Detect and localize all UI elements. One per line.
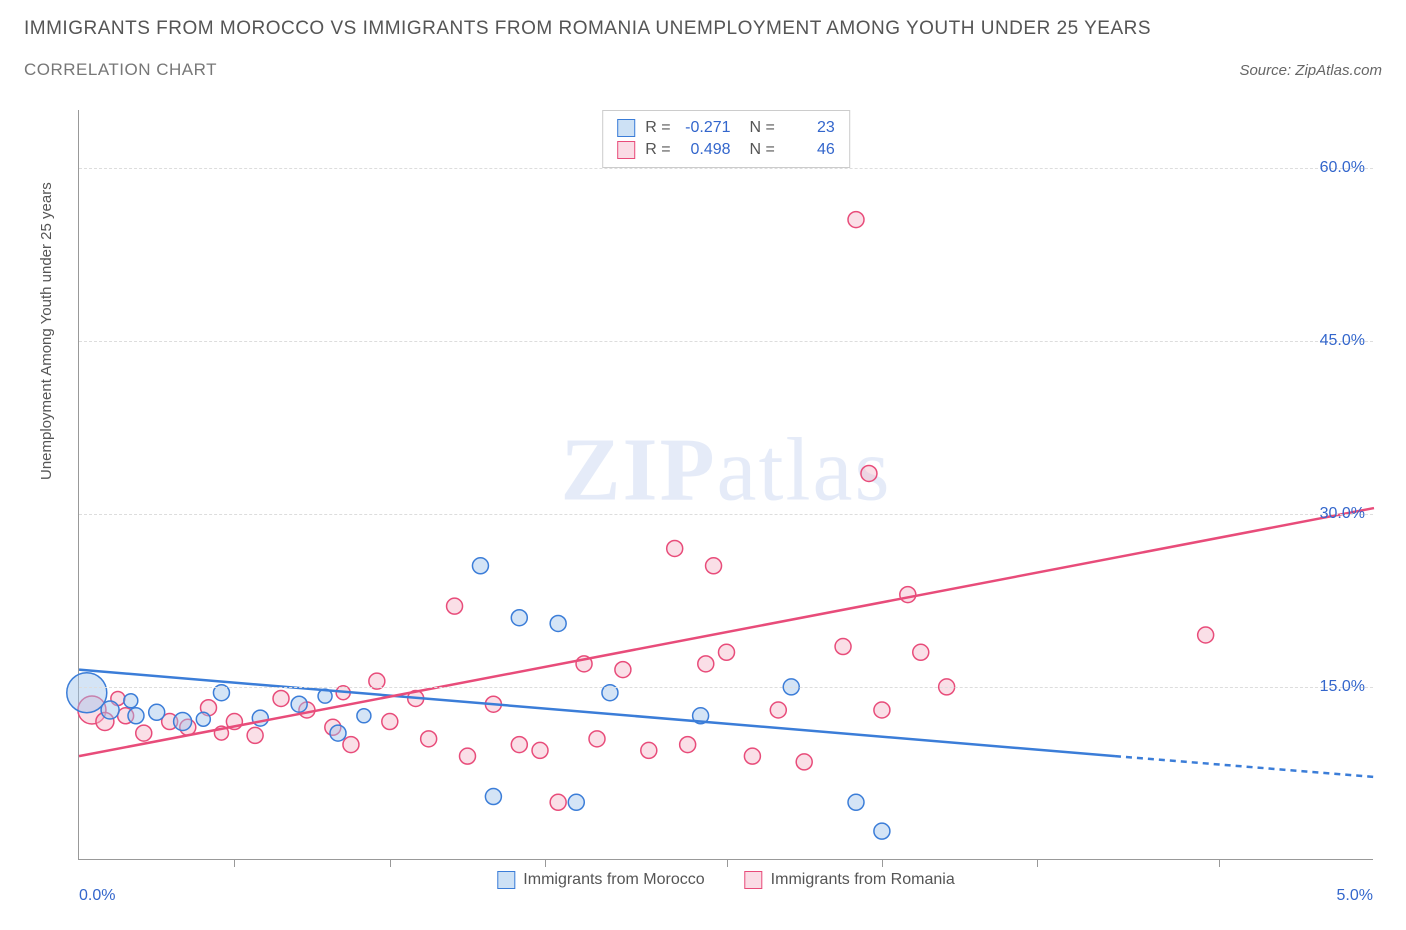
data-point [550, 615, 566, 631]
data-point [101, 701, 119, 719]
data-point [744, 748, 760, 764]
data-point [568, 794, 584, 810]
subtitle-row: CORRELATION CHART Source: ZipAtlas.com [24, 60, 1382, 80]
data-point [511, 737, 527, 753]
y-tick-label: 30.0% [1320, 505, 1365, 523]
bottom-legend: Immigrants from Morocco Immigrants from … [497, 871, 954, 889]
x-tick [390, 859, 391, 867]
data-point [447, 598, 463, 614]
x-tick [1037, 859, 1038, 867]
y-axis-label: Unemployment Among Youth under 25 years [38, 182, 55, 480]
swatch-blue-icon [617, 119, 635, 137]
data-point [900, 587, 916, 603]
legend-swatch-pink-icon [745, 871, 763, 889]
data-point [472, 558, 488, 574]
chart-plot-area: ZIPatlas R = -0.271 N = 23 R = 0.498 N =… [78, 110, 1373, 860]
data-point [1198, 627, 1214, 643]
stat-n-blue: 23 [785, 119, 835, 137]
data-point [357, 709, 371, 723]
data-point [330, 725, 346, 741]
data-point [861, 465, 877, 481]
data-point [913, 644, 929, 660]
data-point [848, 794, 864, 810]
data-point [641, 742, 657, 758]
data-point [615, 662, 631, 678]
data-point [67, 673, 107, 713]
y-tick-label: 45.0% [1320, 332, 1365, 350]
stat-row-blue: R = -0.271 N = 23 [617, 117, 835, 139]
x-tick [545, 859, 546, 867]
y-tick-label: 60.0% [1320, 159, 1365, 177]
data-point [343, 737, 359, 753]
chart-header: IMMIGRANTS FROM MOROCCO VS IMMIGRANTS FR… [24, 18, 1382, 80]
gridline [79, 687, 1373, 688]
chart-subtitle: CORRELATION CHART [24, 60, 217, 80]
data-point [706, 558, 722, 574]
data-point [550, 794, 566, 810]
legend-swatch-blue-icon [497, 871, 515, 889]
source-label: Source: ZipAtlas.com [1239, 62, 1382, 79]
data-point [848, 212, 864, 228]
data-point [128, 708, 144, 724]
data-point [589, 731, 605, 747]
swatch-pink-icon [617, 141, 635, 159]
data-point [680, 737, 696, 753]
stats-legend-box: R = -0.271 N = 23 R = 0.498 N = 46 [602, 110, 850, 168]
data-point [511, 610, 527, 626]
trend-line [1115, 756, 1374, 777]
chart-title: IMMIGRANTS FROM MOROCCO VS IMMIGRANTS FR… [24, 18, 1382, 40]
data-point [698, 656, 714, 672]
stat-r-blue: -0.271 [681, 119, 731, 137]
stat-row-pink: R = 0.498 N = 46 [617, 139, 835, 161]
y-tick-label: 15.0% [1320, 678, 1365, 696]
data-point [174, 713, 192, 731]
trend-line [79, 508, 1374, 756]
legend-label-pink: Immigrants from Romania [771, 871, 955, 889]
data-point [149, 704, 165, 720]
data-point [291, 696, 307, 712]
stat-n-label2: N = [741, 141, 775, 159]
data-point [874, 823, 890, 839]
data-point [835, 639, 851, 655]
data-point [796, 754, 812, 770]
data-point [382, 714, 398, 730]
x-axis-right-label: 5.0% [1337, 887, 1373, 905]
gridline [79, 341, 1373, 342]
legend-item-pink: Immigrants from Romania [745, 871, 955, 889]
data-point [719, 644, 735, 660]
data-point [667, 540, 683, 556]
stat-r-label: R = [645, 119, 670, 137]
x-tick [727, 859, 728, 867]
x-tick [234, 859, 235, 867]
stat-r-label2: R = [645, 141, 670, 159]
stat-n-pink: 46 [785, 141, 835, 159]
data-point [770, 702, 786, 718]
data-point [136, 725, 152, 741]
legend-item-blue: Immigrants from Morocco [497, 871, 704, 889]
legend-label-blue: Immigrants from Morocco [523, 871, 704, 889]
data-point [485, 789, 501, 805]
data-point [124, 694, 138, 708]
data-point [273, 690, 289, 706]
data-point [196, 712, 210, 726]
scatter-svg [79, 110, 1373, 859]
gridline [79, 514, 1373, 515]
stat-n-label: N = [741, 119, 775, 137]
data-point [247, 727, 263, 743]
x-tick [1219, 859, 1220, 867]
stat-r-pink: 0.498 [681, 141, 731, 159]
data-point [532, 742, 548, 758]
x-tick [882, 859, 883, 867]
data-point [460, 748, 476, 764]
x-axis-left-label: 0.0% [79, 887, 115, 905]
data-point [874, 702, 890, 718]
data-point [421, 731, 437, 747]
